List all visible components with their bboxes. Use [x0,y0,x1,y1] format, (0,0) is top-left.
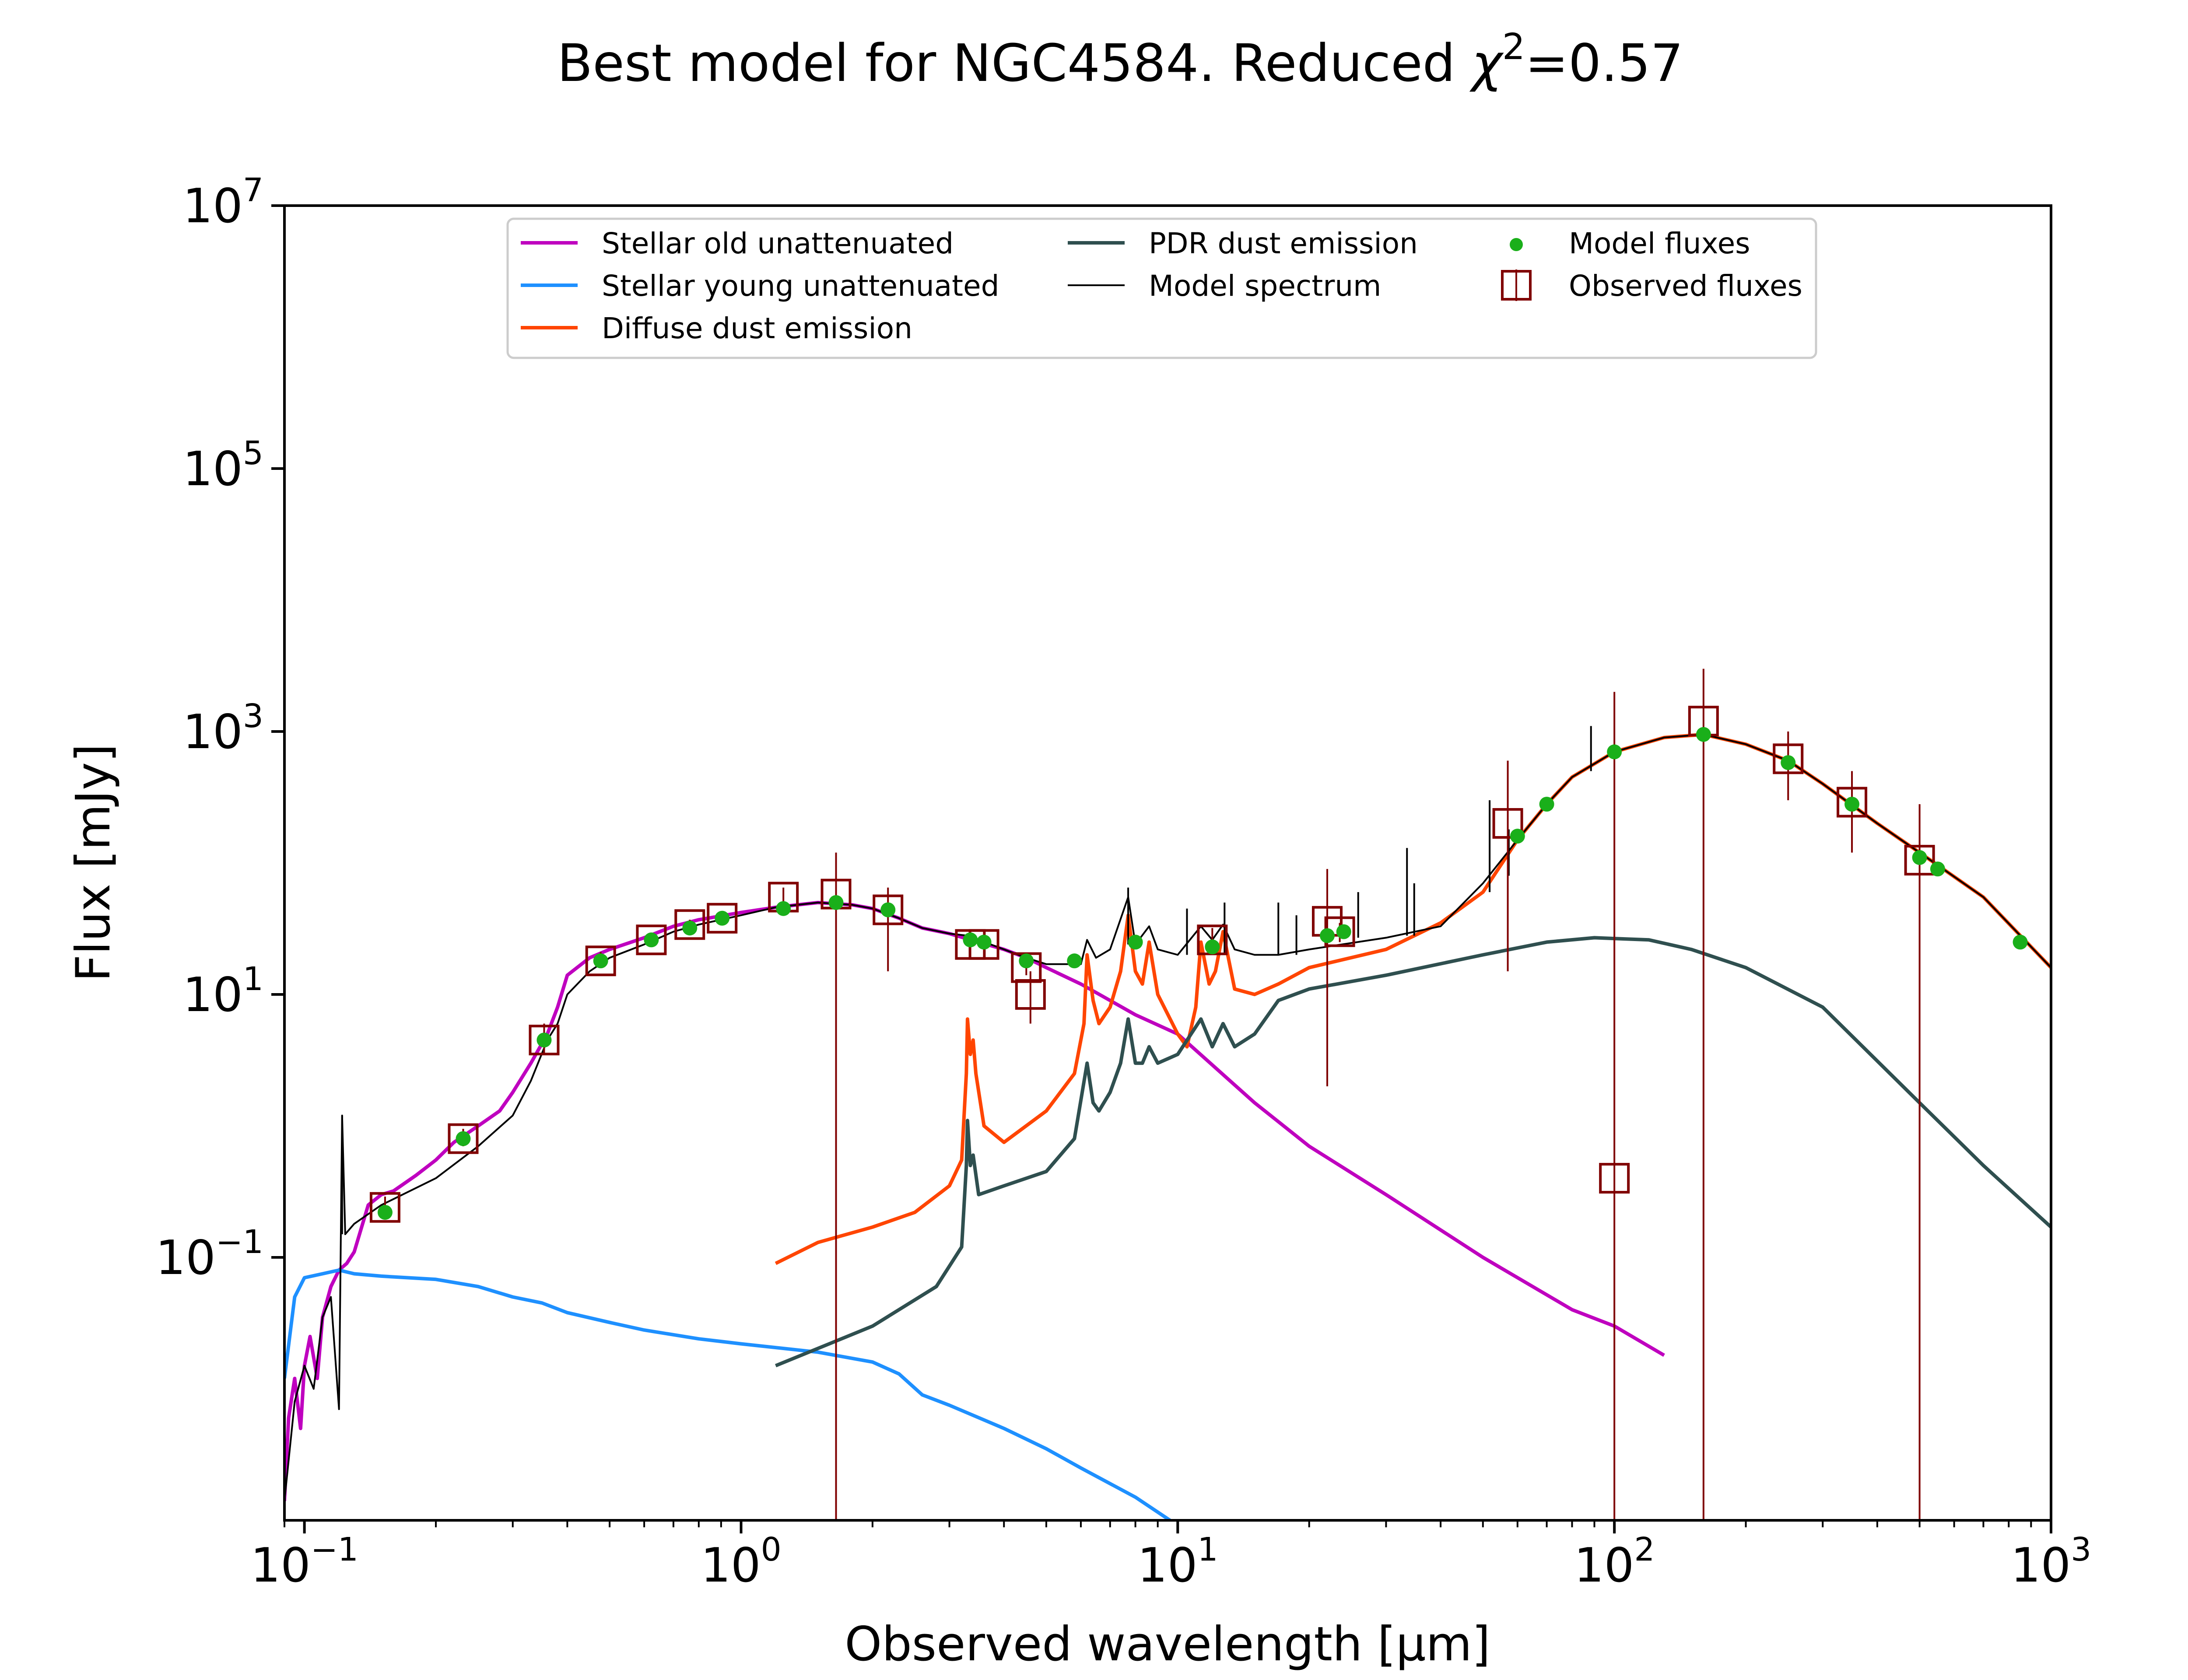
series-line-pdr-dust-emission [775,936,2051,1368]
observed-flux-marker [1773,743,1804,774]
observed-flux-marker [529,1025,560,1056]
legend-label: PDR dust emission [1149,227,1418,260]
model-flux-point [776,901,791,916]
model-flux-point [1844,797,1860,812]
legend-label: Stellar old unattenuated [602,227,954,260]
x-tick-label: 101 [1137,1531,1218,1593]
x-tick-label: 10−1 [250,1531,358,1593]
model-flux-point [963,932,978,948]
legend-box [506,217,1817,359]
legend-label: Model fluxes [1569,227,1750,260]
axes-frame [283,204,2052,1522]
y-tick-label: 103 [182,697,263,760]
plot-area [284,668,2051,1520]
x-tick-label: 102 [1574,1531,1655,1593]
legend: Stellar old unattenuated Stellar young un… [506,217,1817,359]
y-tick-label: 107 [182,172,263,234]
observed-flux-marker [585,945,616,976]
x-tick-label: 100 [701,1531,782,1593]
observed-flux-marker [636,924,667,956]
model-flux-point [976,934,992,950]
model-flux-point [1510,829,1525,844]
model-flux-point [1320,928,1335,943]
legend-label: Observed fluxes [1569,269,1802,303]
model-flux-point [1912,850,1927,865]
model-flux-point [1336,924,1351,939]
legend-label: Stellar young unattenuated [602,269,999,303]
legend-swatch [1510,238,1523,251]
model-flux-point [1539,797,1554,812]
model-flux-point [715,910,730,926]
model-flux-point [456,1131,471,1146]
observed-flux-marker [448,1123,479,1154]
model-flux-point [1781,755,1796,770]
model-flux-point [536,1032,552,1048]
y-tick-label: 10−1 [155,1223,263,1285]
model-flux-point [1607,744,1622,760]
axis-ticks: 10−1 101 103 105 107 10−1 100 101 102 103 [155,172,2091,1593]
model-flux-point [644,932,659,948]
model-flux-point [593,953,608,969]
model-flux-point [682,920,698,936]
y-tick-label: 101 [182,960,263,1022]
legend-label: Diffuse dust emission [602,312,912,345]
model-flux-point [1696,727,1711,742]
x-tick-label: 103 [2011,1531,2092,1593]
model-flux-point [1205,939,1220,955]
model-flux-point [377,1205,393,1220]
model-flux-point [1128,934,1143,950]
observed-flux-marker [873,894,904,925]
x-axis-label: Observed wavelength [μm] [845,1617,1490,1672]
y-tick-label: 105 [182,434,263,497]
model-flux-point [1067,953,1082,969]
model-flux-point [2013,934,2028,950]
model-flux-point [1019,953,1034,969]
model-flux-point [828,895,844,910]
observed-flux-marker [674,909,705,940]
observed-flux-marker [1599,1163,1630,1194]
observed-flux-marker [369,1192,400,1223]
observed-flux-marker [707,903,738,934]
series-line-stellar-young-unattenuated [284,1268,1171,1520]
observed-flux-marker [1015,979,1046,1010]
chart-title: Best model for NGC4584. Reduced χ2=0.57 [557,26,1683,93]
series-line-stellar-old-unattenuated [284,901,1665,1502]
model-flux-point [880,902,896,917]
observed-flux-marker [1904,845,1935,876]
observed-flux-marker [1837,787,1868,818]
model-flux-point [1930,861,1945,877]
legend-label: Model spectrum [1149,269,1381,303]
y-axis-label: Flux [mJy] [66,744,121,982]
legend-swatch [1501,270,1532,301]
observed-flux-marker [1492,808,1523,839]
